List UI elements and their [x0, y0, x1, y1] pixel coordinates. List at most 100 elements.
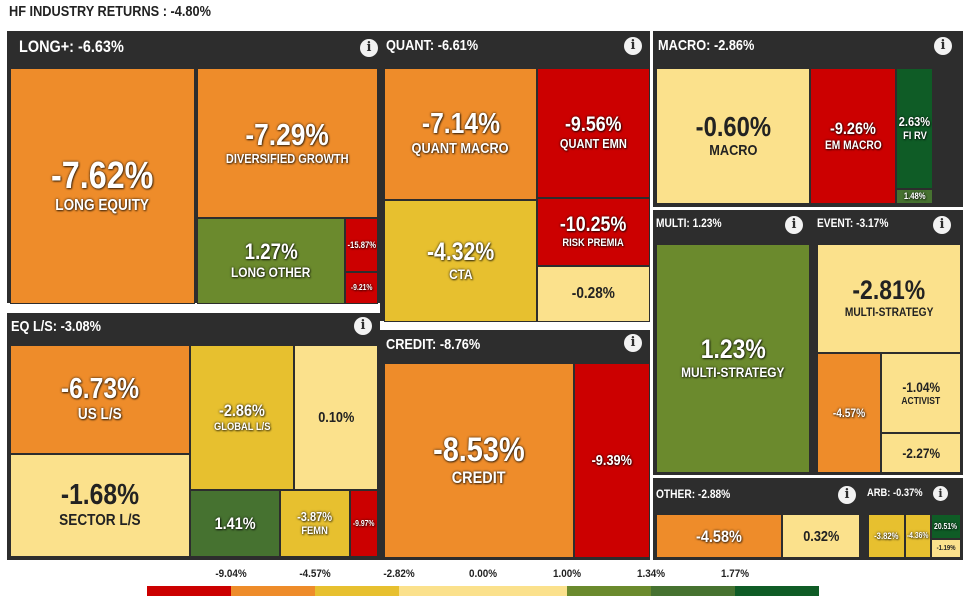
- tile-value: -9.97%: [353, 518, 375, 528]
- tile-value: -3.82%: [874, 530, 899, 541]
- tile-label: ACTIVIST: [901, 395, 941, 407]
- treemap-tile[interactable]: -9.97%: [350, 490, 378, 557]
- treemap-tile[interactable]: -2.27%: [881, 433, 961, 473]
- treemap-tile[interactable]: -9.21%: [345, 272, 378, 304]
- legend-swatch: [651, 586, 735, 596]
- tile-value: -0.28%: [571, 285, 616, 302]
- tile-value: -6.73%: [60, 373, 140, 406]
- treemap-tile[interactable]: 1.27% LONG OTHER: [197, 218, 345, 304]
- info-icon[interactable]: i: [785, 216, 803, 234]
- chart-title: HF INDUSTRY RETURNS : -4.80%: [9, 3, 211, 20]
- legend-color-bar: [147, 586, 819, 596]
- tile-label: LONG EQUITY: [55, 197, 150, 215]
- tile-value: -3.87%: [297, 508, 333, 524]
- legend-swatch: [567, 586, 651, 596]
- treemap-tile[interactable]: -0.28%: [537, 266, 650, 322]
- panel-title: MULTI: 1.23%: [656, 216, 722, 230]
- tile-label: QUANT EMN: [560, 136, 627, 152]
- legend-label: 1.34%: [636, 568, 666, 580]
- panel-title: LONG+: -6.63%: [19, 37, 124, 56]
- treemap-tile[interactable]: -9.26% EM MACRO: [810, 68, 896, 204]
- tile-value: 2.63%: [898, 113, 931, 129]
- treemap-tile[interactable]: -4.57%: [817, 353, 881, 473]
- tile-value: -15.87%: [347, 239, 376, 250]
- treemap-tile[interactable]: -3.87% FEMN: [280, 490, 350, 557]
- treemap-tile[interactable]: -2.81% MULTI-STRATEGY: [817, 244, 961, 353]
- legend-label: -4.57%: [299, 568, 331, 580]
- tile-value: -10.25%: [560, 213, 627, 237]
- legend-label: 1.00%: [552, 568, 582, 580]
- tile-label: FEMN: [301, 524, 329, 537]
- treemap-tile[interactable]: 2.63% FI RV: [896, 68, 933, 189]
- tile-value: 1.27%: [244, 239, 298, 265]
- tile-value: -9.39%: [591, 452, 633, 469]
- tile-value: 1.41%: [214, 514, 256, 533]
- treemap-tile[interactable]: -2.86% GLOBAL L/S: [190, 345, 294, 490]
- tile-value: -7.14%: [421, 108, 500, 141]
- treemap-tile[interactable]: -1.68% SECTOR L/S: [10, 454, 190, 557]
- tile-value: -7.29%: [245, 117, 330, 153]
- panel-title: OTHER: -2.88%: [656, 487, 731, 501]
- treemap-tile[interactable]: -10.25% RISK PREMIA: [537, 198, 650, 266]
- tile-value: -4.58%: [696, 526, 742, 546]
- info-icon[interactable]: i: [838, 486, 856, 504]
- treemap-tile[interactable]: 20.51%: [931, 514, 961, 539]
- info-icon[interactable]: i: [934, 37, 952, 55]
- treemap-tile[interactable]: -15.87%: [345, 218, 378, 272]
- treemap-tile[interactable]: 1.41%: [190, 490, 280, 557]
- treemap-tile[interactable]: -7.29% DIVERSIFIED GROWTH: [197, 68, 378, 218]
- treemap-tile[interactable]: 0.10%: [294, 345, 378, 490]
- treemap-tile[interactable]: -8.53% CREDIT: [384, 363, 574, 558]
- tile-label: CTA: [448, 265, 473, 282]
- tile-value: 0.32%: [802, 527, 840, 545]
- legend-swatch: [735, 586, 819, 596]
- tile-value: -1.04%: [902, 378, 940, 395]
- tile-label: MACRO: [708, 141, 758, 159]
- info-icon[interactable]: i: [933, 486, 948, 501]
- treemap-tile[interactable]: -9.56% QUANT EMN: [537, 68, 650, 198]
- tile-label: DIVERSIFIED GROWTH: [226, 151, 349, 167]
- treemap-tile[interactable]: -3.82%: [868, 514, 905, 558]
- tile-label: US L/S: [78, 406, 122, 424]
- panel-title: EQ L/S: -3.08%: [11, 318, 101, 335]
- treemap-tile[interactable]: -4.36%: [905, 514, 931, 558]
- treemap-tile[interactable]: -6.73% US L/S: [10, 345, 190, 454]
- info-icon[interactable]: i: [624, 334, 642, 352]
- treemap-tile[interactable]: -9.39%: [574, 363, 650, 558]
- treemap-tile[interactable]: -7.14% QUANT MACRO: [384, 68, 537, 200]
- legend-swatch: [483, 586, 567, 596]
- tile-value: -9.56%: [565, 113, 622, 137]
- legend-label: -2.82%: [383, 568, 415, 580]
- treemap-tile[interactable]: -1.04% ACTIVIST: [881, 353, 961, 433]
- treemap-tile[interactable]: 1.48%: [896, 189, 933, 204]
- tile-value: 1.23%: [700, 334, 766, 365]
- treemap-tile[interactable]: -0.60% MACRO: [656, 68, 810, 204]
- treemap-tile[interactable]: -4.32% CTA: [384, 200, 537, 322]
- legend-swatch: [315, 586, 399, 596]
- treemap-tile[interactable]: -4.58%: [656, 514, 782, 558]
- panel-title: MACRO: -2.86%: [658, 37, 755, 54]
- legend-swatch: [147, 586, 231, 596]
- treemap-tile[interactable]: 0.32%: [782, 514, 860, 558]
- panel-title: CREDIT: -8.76%: [386, 336, 481, 353]
- tile-label: LONG OTHER: [231, 264, 311, 281]
- info-icon[interactable]: i: [354, 317, 372, 335]
- treemap-tile[interactable]: 1.23% MULTI-STRATEGY: [656, 244, 810, 473]
- info-icon[interactable]: i: [360, 39, 378, 57]
- info-icon[interactable]: i: [933, 216, 951, 234]
- tile-value: -8.53%: [433, 431, 525, 470]
- legend-label: 1.77%: [720, 568, 750, 580]
- tile-label: MULTI-STRATEGY: [844, 305, 934, 320]
- tile-value: 0.10%: [317, 409, 355, 426]
- treemap-tile[interactable]: -1.19%: [931, 539, 961, 558]
- tile-value: -4.32%: [426, 237, 495, 266]
- tile-value: -9.26%: [830, 118, 876, 138]
- info-icon[interactable]: i: [624, 37, 642, 55]
- tile-value: 1.48%: [903, 191, 926, 201]
- tile-label: GLOBAL L/S: [213, 420, 271, 433]
- tile-label: RISK PREMIA: [562, 237, 625, 250]
- tile-value: -1.19%: [936, 545, 956, 552]
- treemap-tile[interactable]: -7.62% LONG EQUITY: [10, 68, 195, 304]
- tile-value: 20.51%: [934, 521, 958, 531]
